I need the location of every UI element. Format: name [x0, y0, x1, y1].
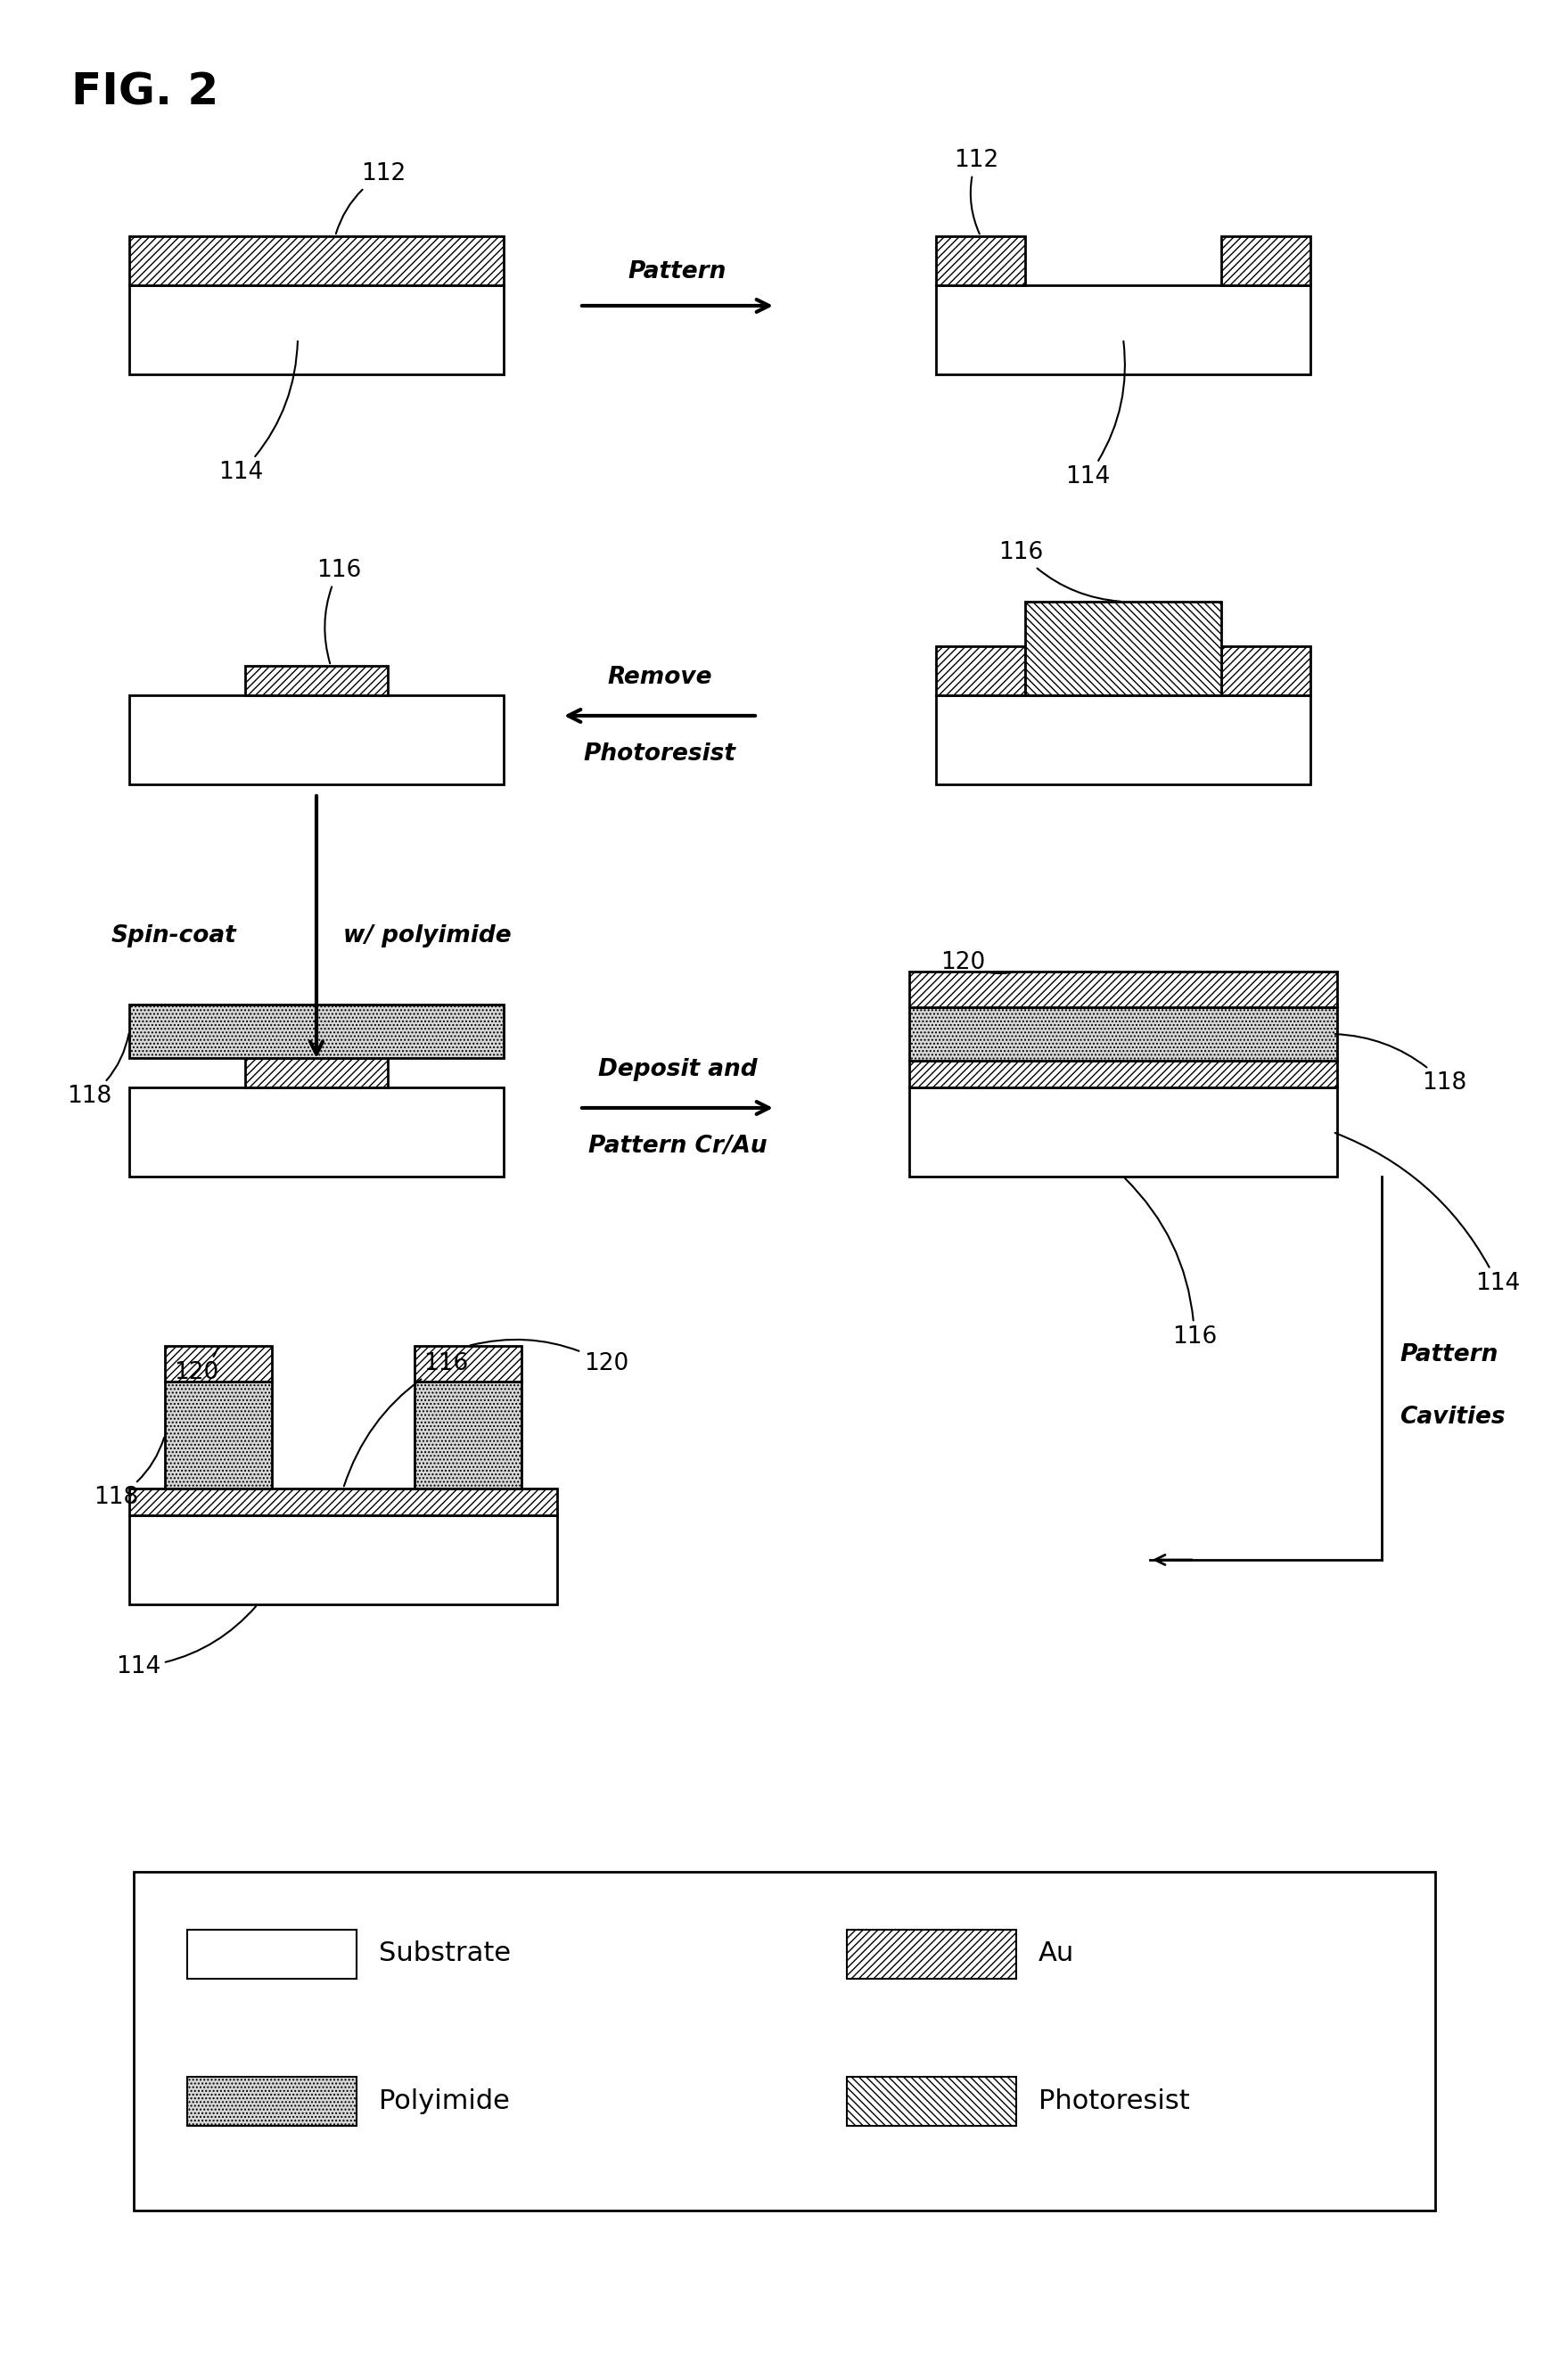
Bar [909, 1008, 1338, 1062]
Bar [129, 694, 503, 784]
Text: Remove: Remove [607, 666, 712, 690]
Bar [847, 1930, 1016, 1980]
Text: 114: 114 [1334, 1132, 1519, 1295]
Bar [245, 1057, 387, 1088]
Text: 112: 112 [953, 148, 999, 233]
Text: 112: 112 [336, 162, 406, 233]
Bar [909, 972, 1338, 1008]
Text: Au: Au [1038, 1940, 1074, 1966]
Bar [909, 1088, 1338, 1177]
Bar [414, 1346, 522, 1382]
Text: Polyimide: Polyimide [379, 2088, 510, 2114]
Bar [165, 1346, 271, 1382]
Bar [936, 285, 1311, 374]
Text: w/ polyimide: w/ polyimide [343, 925, 511, 946]
Text: 116: 116 [317, 558, 361, 664]
Bar [129, 285, 503, 374]
Bar [1221, 235, 1311, 285]
Text: Deposit and: Deposit and [597, 1057, 757, 1080]
Text: 116: 116 [999, 541, 1121, 603]
Bar [187, 2076, 356, 2126]
Bar [1221, 647, 1311, 694]
Bar [129, 1088, 503, 1177]
Bar [133, 1871, 1435, 2210]
Text: Cavities: Cavities [1400, 1405, 1505, 1429]
Bar [909, 1062, 1338, 1088]
Bar [129, 235, 503, 285]
Text: FIG. 2: FIG. 2 [71, 71, 218, 113]
Bar [936, 647, 1025, 694]
Text: 120: 120 [470, 1339, 629, 1375]
Bar [936, 235, 1025, 285]
Bar [129, 1516, 557, 1605]
Text: 120: 120 [941, 951, 1014, 975]
Text: 118: 118 [1334, 1033, 1466, 1095]
Text: 116: 116 [1124, 1179, 1217, 1349]
Text: Pattern: Pattern [1400, 1344, 1497, 1365]
Text: 114: 114 [116, 1605, 256, 1678]
Bar [165, 1382, 271, 1488]
Text: Spin-coat: Spin-coat [111, 925, 237, 946]
Text: Substrate: Substrate [379, 1940, 511, 1966]
Text: 116: 116 [343, 1351, 469, 1485]
Text: Photoresist: Photoresist [1038, 2088, 1190, 2114]
Text: Pattern Cr/Au: Pattern Cr/Au [588, 1135, 767, 1158]
Bar [936, 694, 1311, 784]
Text: Pattern: Pattern [629, 261, 726, 282]
Bar [1025, 603, 1221, 694]
Bar [129, 1005, 503, 1057]
Text: 114: 114 [1065, 341, 1124, 487]
Text: Photoresist: Photoresist [583, 742, 735, 765]
Bar [847, 2076, 1016, 2126]
Text: 120: 120 [174, 1349, 218, 1384]
Bar [187, 1930, 356, 1980]
Bar [414, 1382, 522, 1488]
Bar [129, 1488, 557, 1516]
Bar [245, 666, 387, 694]
Text: 114: 114 [218, 341, 298, 485]
Text: 118: 118 [94, 1438, 165, 1509]
Text: 118: 118 [67, 1033, 129, 1109]
